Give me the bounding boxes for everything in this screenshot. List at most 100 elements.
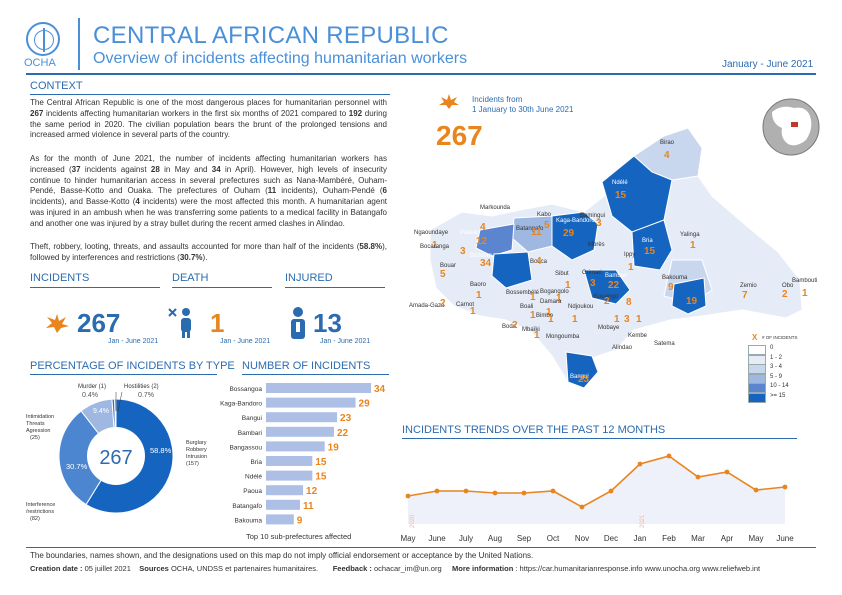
pie-pct-hostilities: 0.7% [138, 392, 154, 399]
death-value: 1 [210, 308, 225, 338]
legend-swatch [748, 383, 766, 393]
map-place-label: Batangafo [516, 226, 544, 232]
legend-swatch [748, 373, 766, 384]
trend-point [782, 484, 788, 490]
bar-category-label: Ndélé [245, 474, 262, 481]
bar-rule [242, 374, 389, 375]
map-place-count: 1 [476, 290, 482, 301]
legend-label: 5 - 9 [770, 373, 783, 380]
map-callout-label-2: 1 January to 30th June 2021 [472, 105, 574, 114]
map-place-count: 1 [636, 314, 642, 325]
pie-chart: 267 Murder (1) 0.4% Hostilities (2) 0.7%… [26, 384, 207, 522]
map-place-label: Baoro [470, 282, 487, 288]
country-outline [429, 127, 803, 383]
trend-point [434, 488, 440, 494]
context-paragraph-1: The Central African Republic is one of t… [30, 98, 387, 140]
trend-point [695, 474, 701, 480]
report-period: January - June 2021 [722, 59, 814, 70]
bar-category-label: Bossangoa [229, 386, 262, 393]
context-paragraph-3: Theft, robbery, looting, threats, and as… [30, 242, 387, 262]
incidents-heading: INCIDENTS [30, 272, 90, 284]
map-place-label: Bocaranga [420, 244, 450, 250]
pie-label-burglary-3: Intrusion [186, 454, 207, 460]
pie-pct-murder: 0.4% [82, 392, 98, 399]
globe-locator [762, 98, 820, 156]
trend-heading: INCIDENTS TRENDS OVER THE PAST 12 MONTHS [402, 424, 666, 436]
map-place-count: 11 [531, 227, 542, 238]
bar-value-label: 12 [306, 486, 318, 497]
bar-category-label: Bangui [242, 415, 262, 422]
map-place-count: 2 [512, 320, 518, 331]
map-callout-label-1: Incidents from [472, 95, 523, 104]
trend-point [579, 504, 585, 510]
pie-label-intimidation-4: (25) [30, 435, 40, 441]
pie-label-burglary-1: Burglary [186, 440, 207, 446]
legend-marker: X [752, 333, 758, 342]
pie-heading: PERCENTAGE OF INCIDENTS BY TYPE [30, 360, 235, 372]
injured-value: 13 [313, 308, 342, 338]
bar-category-label: Kaga-Bandoro [220, 401, 262, 408]
map-place-label: Bakouma [662, 275, 688, 281]
region-ndele [601, 155, 673, 233]
context-paragraph-2: As for the month of June 2021, the numbe… [30, 154, 388, 228]
trend-point [463, 488, 469, 494]
map-place-label: Alindao [612, 345, 633, 351]
map-place-label: Markounda [480, 205, 511, 211]
trend-year-2020: 2020 [410, 514, 416, 528]
map-place-count: 12 [476, 236, 488, 247]
map-place-label: Ndjoukou [568, 304, 594, 310]
legend-swatch [748, 345, 766, 355]
page-subtitle: Overview of incidents affecting humanita… [93, 50, 468, 67]
map-place-label: Mbaïki [522, 327, 540, 333]
trend-month-label: Mar [691, 534, 705, 543]
trend-point [637, 461, 643, 467]
legend-label: >= 15 [770, 392, 786, 399]
legend-row: 5 - 9 [748, 373, 820, 384]
map-place-count: 15 [615, 190, 627, 201]
bar [266, 514, 294, 525]
bar-heading: NUMBER OF INCIDENTS [242, 360, 371, 372]
bar-caption: Top 10 sub-prefectures affected [246, 532, 352, 541]
more-info-links[interactable]: : https://car.humanitarianresponse.info … [515, 564, 761, 573]
map-place-label: Bimbo [536, 313, 554, 319]
pie-label-burglary-4: (157) [186, 461, 199, 467]
trend-month-label: June [428, 534, 446, 543]
map-place-label: Yalinga [680, 232, 700, 238]
bar [266, 470, 313, 481]
trend-month-label: Aug [488, 534, 502, 543]
trend-month-label: May [748, 534, 763, 543]
pie-center-value: 267 [99, 447, 132, 469]
map-place-label: Bozoum [470, 253, 493, 259]
pie-pct-interference: 30.7% [66, 462, 88, 471]
map-place-label: Zemio [740, 283, 757, 289]
legend-label: 1 - 2 [770, 354, 783, 361]
map-place-label: Bambari [605, 273, 628, 279]
bar [266, 441, 325, 452]
map-place-label: Kembe [628, 333, 648, 339]
injured-rule [285, 287, 385, 288]
bar [266, 383, 371, 393]
region-bangui [565, 351, 599, 389]
map-place-label: Boda [502, 324, 517, 330]
footer-disclaimer: The boundaries, names shown, and the des… [30, 551, 534, 560]
footer-meta: Creation date : 05 juillet 2021 Sources … [30, 564, 761, 573]
bar [266, 426, 334, 437]
bar-category-label: Bakouma [235, 517, 263, 524]
map-place-count: 3 [590, 278, 596, 289]
trend-month-label: June [776, 534, 794, 543]
feedback-email[interactable]: ochacar_im@un.org [373, 564, 442, 573]
map-place-count: 7 [742, 290, 748, 301]
map-place-label: Kouango [594, 294, 619, 300]
pie-label-interference-2: /restrictions [26, 509, 54, 515]
legend-label: 0 [770, 345, 774, 351]
map-place-label: Boali [520, 304, 534, 310]
map-place-count: 19 [686, 296, 698, 307]
bar-category-label: Bria [250, 459, 262, 466]
map-place-count: 1 [546, 307, 552, 318]
map-place-label: Mongoumba [546, 334, 580, 340]
legend-swatch [748, 364, 766, 374]
map-place-count: 15 [644, 246, 656, 257]
trend-line [407, 455, 786, 508]
map-place-count: 22 [608, 280, 620, 291]
trend-chart: May June July Aug Sep Oct Nov Dec Jan Feb Mar Apr Ma… [400, 453, 794, 543]
